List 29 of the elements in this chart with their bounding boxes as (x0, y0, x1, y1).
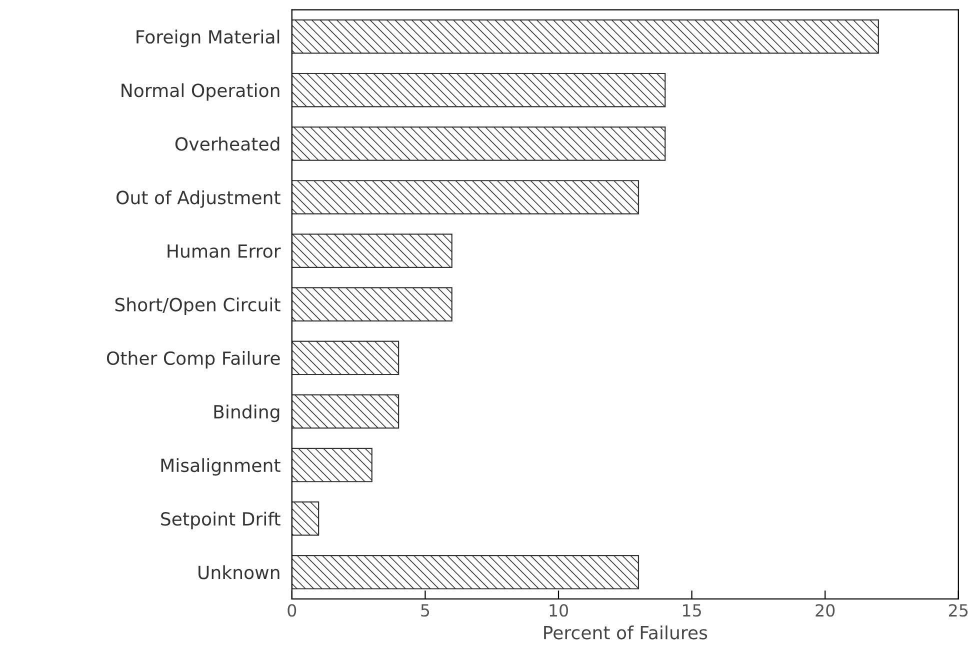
bar (292, 234, 452, 268)
bar (292, 340, 400, 376)
bar (292, 287, 452, 322)
x-tick-label: 25 (949, 604, 968, 617)
bar (292, 501, 320, 536)
y-tick-label: Setpoint Drift (161, 512, 280, 530)
bar (292, 126, 666, 161)
y-tick-label: Other Comp Failure (106, 351, 280, 369)
y-tick-label: Unknown (198, 565, 280, 580)
y-tick-label: Overheated (175, 136, 280, 151)
x-tick-label: 15 (683, 604, 701, 617)
x-tick-label: 0 (288, 604, 296, 617)
x-tick-label: 20 (816, 604, 835, 617)
y-tick-label: Foreign Material (136, 30, 280, 48)
bar (292, 19, 879, 54)
bar (292, 72, 666, 108)
y-tick-label: Human Error (168, 244, 281, 258)
x-axis-title: Percent of Failures (544, 625, 708, 640)
y-tick-label: Binding (214, 404, 280, 422)
bar (292, 448, 372, 482)
y-tick-label: Out of Adjustment (116, 190, 280, 208)
y-tick-label: Short/Open Circuit (115, 297, 280, 315)
bar (292, 394, 400, 429)
x-tick-label: 10 (550, 604, 568, 617)
y-tick-label: Misalignment (161, 458, 280, 476)
bar (292, 554, 640, 590)
x-tick-label: 5 (421, 604, 430, 617)
bar (292, 180, 640, 214)
y-tick-label: Normal Operation (122, 83, 280, 101)
